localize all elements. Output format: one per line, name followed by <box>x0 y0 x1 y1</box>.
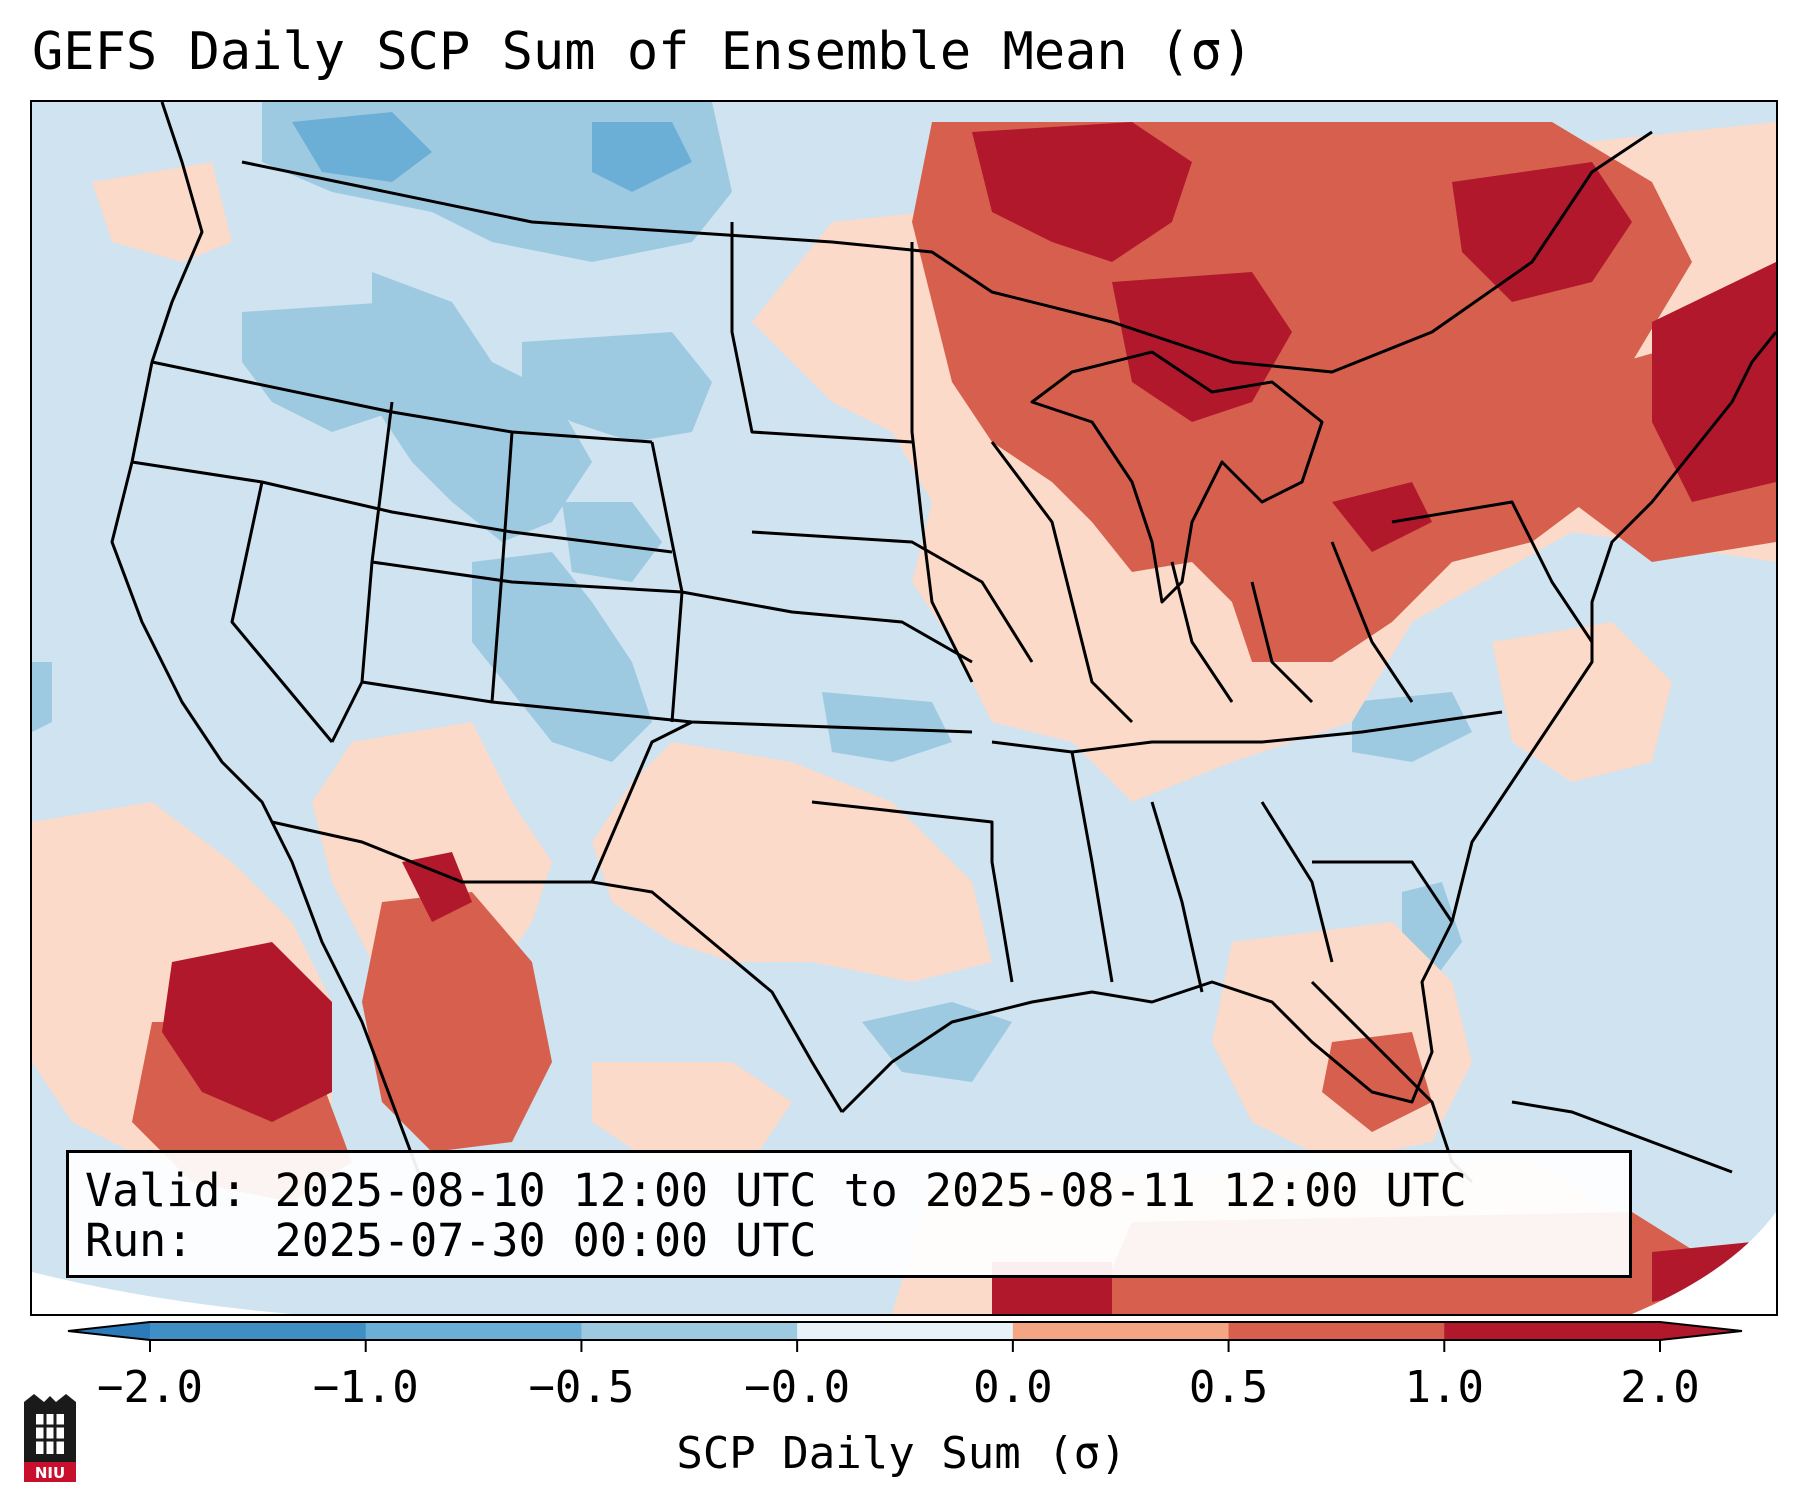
colorbar-tick-label: 0.0 <box>973 1362 1053 1413</box>
colorbar <box>67 1321 1743 1352</box>
validity-info-box: Valid: 2025-08-10 12:00 UTC to 2025-08-1… <box>66 1150 1632 1278</box>
valid-line: Valid: 2025-08-10 12:00 UTC to 2025-08-1… <box>85 1165 1467 1217</box>
coastline-gulf <box>840 921 1454 1114</box>
coastline-east <box>1450 331 1776 923</box>
colorbar-segment <box>1444 1322 1661 1340</box>
colorbar-segment <box>1012 1322 1230 1340</box>
scp-anomaly-map <box>32 102 1776 1314</box>
colorbar-segment <box>797 1322 1014 1340</box>
colorbar-tick-label: 0.5 <box>1188 1362 1269 1413</box>
colorbar-extend-high <box>1660 1322 1742 1340</box>
logo-band <box>24 1462 76 1482</box>
projection-edge-right <box>1632 1212 1776 1314</box>
run-value: 2025-07-30 00:00 UTC <box>274 1214 817 1267</box>
colorbar-segment <box>365 1322 582 1340</box>
great-lakes-outline <box>1030 350 1324 604</box>
colorbar-segment <box>150 1322 367 1340</box>
state-lines-south <box>590 710 1503 993</box>
colorbar-tick-label: 2.0 <box>1620 1362 1700 1413</box>
strong-positive-areas <box>162 122 1776 1314</box>
map-panel[interactable] <box>30 100 1778 1316</box>
colorbar-label: SCP Daily Sum (σ) <box>676 1428 1127 1479</box>
cuba-outline <box>1511 1100 1733 1174</box>
projection-edge-left <box>32 1272 292 1314</box>
run-label: Run: <box>85 1214 194 1267</box>
border-canada-us <box>241 130 1653 374</box>
valid-label: Valid: <box>85 1164 248 1217</box>
colorbar-tick-label: 1.0 <box>1404 1362 1485 1413</box>
valid-value: 2025-08-10 12:00 UTC to 2025-08-11 12:00… <box>274 1164 1467 1217</box>
colorbar-tick-label: −0.5 <box>528 1362 635 1413</box>
colorbar-tick-label: −2.0 <box>97 1362 203 1413</box>
logo-text: NIU <box>35 1464 65 1482</box>
coastline-west <box>110 102 424 1183</box>
state-lines-midwest <box>990 441 1594 724</box>
niu-logo-icon: NIU <box>24 1394 76 1482</box>
state-lines-west <box>131 360 973 743</box>
run-line: Run: 2025-07-30 00:00 UTC <box>85 1215 817 1267</box>
geographic-boundaries <box>110 102 1776 1184</box>
colorbar-segment <box>1228 1322 1445 1340</box>
strong-negative-areas <box>292 112 692 192</box>
state-lines-plains <box>650 222 1034 723</box>
colorbar-tick-label: −0.0 <box>744 1362 851 1413</box>
chart-title: GEFS Daily SCP Sum of Ensemble Mean (σ) <box>32 22 1253 82</box>
colorbar-segment <box>581 1322 798 1340</box>
negative-anomaly-areas <box>32 102 1472 1082</box>
colorbar-tick-label: −1.0 <box>312 1362 419 1413</box>
colorbar-extend-low <box>68 1322 150 1340</box>
border-us-mexico <box>271 820 844 1113</box>
